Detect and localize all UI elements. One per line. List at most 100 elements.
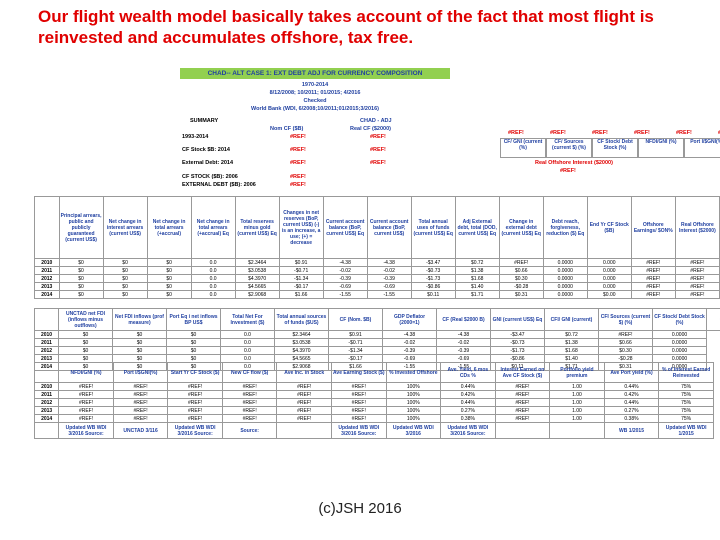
summary-row-label: CF Stock $B: 2014 <box>182 147 230 153</box>
data-cell: #REF! <box>167 382 223 391</box>
data-cell: #REF! <box>630 258 676 267</box>
data-cell: #REF! <box>598 330 653 339</box>
summary-value: #REF! <box>370 147 386 153</box>
data-cell: 100% <box>385 398 442 407</box>
data-cell: #REF! <box>630 290 676 299</box>
data-cell: #REF! <box>112 390 169 399</box>
data-cell: $0.66 <box>498 266 544 275</box>
summary-value: #REF! <box>290 182 306 188</box>
data-cell: $0.30 <box>498 274 544 283</box>
data-cell: #REF! <box>330 382 387 391</box>
data-cell: $0 <box>112 346 167 355</box>
data-cell: #REF! <box>494 414 551 423</box>
data-cell: $1.68 <box>454 274 500 283</box>
ratio-value: #REF! <box>550 130 566 136</box>
data-cell: -$3.47 <box>410 258 456 267</box>
data-cell: $1.38 <box>454 266 500 275</box>
data-cell: $4.3970 <box>274 346 329 355</box>
sheet-line: Checked <box>303 98 327 104</box>
column-header: Start Yr CF Stock ($) <box>167 362 223 383</box>
data-cell: $0 <box>58 258 104 267</box>
data-cell: 0.38% <box>603 414 660 423</box>
data-cell: #REF! <box>276 382 332 391</box>
data-cell: -$1.34 <box>278 274 324 283</box>
data-cell: #REF! <box>167 390 223 399</box>
data-cell: 75% <box>658 390 714 399</box>
summary-label: SUMMARY <box>190 118 219 124</box>
data-cell: -$0.73 <box>410 266 456 275</box>
year-cell: 2013 <box>34 282 60 291</box>
data-row: 2014 $0 $0 $0 0.0 $2.9068 $1.66 -1.55 -1.55 $0.11… <box>34 290 720 299</box>
data-cell: $1.71 <box>454 290 500 299</box>
data-cell: $0 <box>102 266 148 275</box>
column-header: Portfolio yield premium <box>549 362 605 383</box>
data-row: 2012 $0 $0 $0 0.0 $4.3970 -$1.34 -0.39 -0.39 -$1.… <box>34 274 720 283</box>
year-cell: 2010 <box>34 258 60 267</box>
source-cell: Source: <box>221 422 278 439</box>
column-header: Total annual uses of funds (current US$)… <box>410 196 456 259</box>
data-cell: $0 <box>146 258 192 267</box>
source-cell: Updated WB WDI 1/2015 <box>658 422 714 439</box>
column-header: Ave Earning Stock ($) <box>330 362 387 383</box>
data-cell: #REF! <box>112 406 169 415</box>
data-row: 2010 #REF! #REF! #REF! #REF! #REF! #REF! 100% 0.… <box>33 382 714 391</box>
data-cell: $0 <box>58 346 113 355</box>
data-cell: #REF! <box>674 266 720 275</box>
data-cell: #REF! <box>494 382 551 391</box>
ratio-value: #REF! <box>592 130 608 136</box>
summary-value: #REF! <box>370 160 386 166</box>
data-cell: #REF! <box>330 398 387 407</box>
year-cell: 2010 <box>33 382 60 391</box>
sheet-line: World Bank (WDI, 6/2008;10/2011;01/2015;… <box>251 106 379 112</box>
summary-heading: CHAD - ADJ <box>360 118 392 124</box>
data-cell: #REF! <box>674 274 720 283</box>
data-cell: $0 <box>146 266 192 275</box>
data-cell: #REF! <box>630 282 676 291</box>
data-cell: #REF! <box>276 414 332 423</box>
data-row: 2011 $0 $0 $0 0.0 $3.0538 -$0.71 -0.02 -0.02 -$0.… <box>34 338 720 347</box>
data-cell: $0 <box>102 258 148 267</box>
data-cell: $0.91 <box>328 330 383 339</box>
data-cell: 0.000 <box>586 282 632 291</box>
data-cell: 0.0 <box>190 258 236 267</box>
data-cell: -0.02 <box>436 338 491 347</box>
data-cell: 1.00 <box>549 398 605 407</box>
data-cell: $1.40 <box>454 282 500 291</box>
data-cell: 0.27% <box>440 406 496 415</box>
data-cell: $4.5665 <box>234 282 280 291</box>
source-cell: WB 1/2015 <box>603 422 660 439</box>
column-header: CF Stock/ Debt Stock (%) <box>652 308 707 331</box>
column-header: End Yr CF Stock ($B) <box>586 196 632 259</box>
sheet-line: 8/12/2008; 10/2011; 01/2015; 4/2016 <box>269 90 361 96</box>
data-cell: 1.00 <box>549 406 605 415</box>
data-cell: -0.69 <box>322 282 368 291</box>
column-header: Port Eq i net inflows BP US$ <box>166 308 221 331</box>
data-cell: 0.0 <box>220 330 275 339</box>
data-cell: 75% <box>658 382 714 391</box>
data-cell: 0.0 <box>190 282 236 291</box>
column-header: Adj External debt, total (DOD, current U… <box>454 196 500 259</box>
data-cell: $3.0538 <box>234 266 280 275</box>
data-cell: #REF! <box>330 414 387 423</box>
data-cell: 0.42% <box>603 390 660 399</box>
data-row: 2012 $0 $0 $0 0.0 $4.3970 -$1.34 -0.39 -0.39 -$1.… <box>34 346 720 355</box>
year-cell: 2014 <box>34 290 60 299</box>
data-cell: #REF! <box>167 414 223 423</box>
data-cell: #REF! <box>58 382 114 391</box>
data-cell: #REF! <box>276 398 332 407</box>
data-cell: #REF! <box>221 398 278 407</box>
column-header: Real Offshore Interest ($2000) <box>674 196 720 259</box>
data-cell: 0.000 <box>586 274 632 283</box>
data-cell: $0 <box>112 338 167 347</box>
data-row: 2013 #REF! #REF! #REF! #REF! #REF! #REF! 100% 0.… <box>33 406 714 415</box>
data-cell: 0.44% <box>440 398 496 407</box>
summary-value: #REF! <box>290 174 306 180</box>
data-cell: $2.9068 <box>234 290 280 299</box>
data-cell: $0 <box>58 282 104 291</box>
year-cell: 2014 <box>33 414 60 423</box>
year-cell: 2012 <box>33 398 60 407</box>
ratio-value: #REF! <box>676 130 692 136</box>
data-cell: #REF! <box>674 290 720 299</box>
column-header: Net change in total arrears (+accrual) <box>146 196 192 259</box>
data-cell: $4.3970 <box>234 274 280 283</box>
